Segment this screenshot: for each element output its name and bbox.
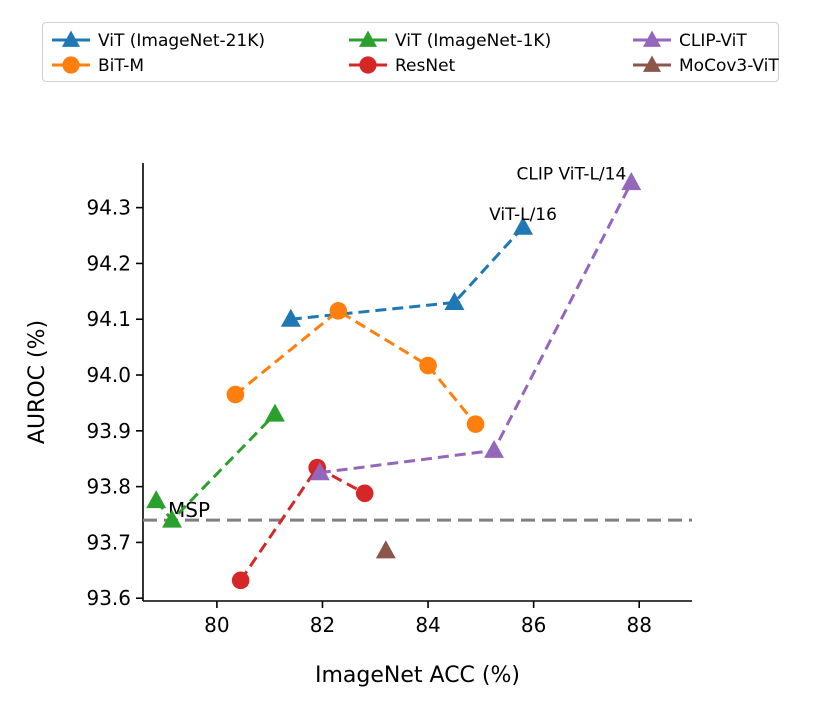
data-point	[231, 571, 250, 590]
annotation: ViT-L/16	[489, 205, 557, 225]
data-point	[355, 484, 374, 503]
x-tick-label: 84	[415, 613, 440, 637]
data-point	[419, 356, 437, 375]
y-tick-label: 94.3	[86, 196, 131, 220]
legend-marker	[358, 30, 378, 47]
series-line	[290, 226, 525, 321]
data-point	[264, 403, 285, 422]
x-tick-label: 80	[204, 613, 229, 637]
y-tick-label: 94.2	[86, 251, 131, 275]
data-point	[280, 308, 301, 327]
data-point	[484, 439, 505, 458]
x-tick-label: 86	[521, 613, 546, 637]
annotation: CLIP ViT-L/14	[517, 165, 627, 185]
data-point	[466, 415, 485, 433]
legend-frame	[42, 22, 779, 82]
data-point	[162, 509, 183, 528]
legend-label: ResNet	[395, 56, 456, 76]
legend-label: ViT (ImageNet-1K)	[395, 31, 551, 51]
legend-marker	[62, 56, 80, 74]
x-axis-label: ImageNet ACC (%)	[315, 663, 520, 688]
y-tick-label: 94.0	[86, 363, 131, 387]
series-line	[239, 465, 366, 582]
data-point	[309, 462, 330, 481]
data-point	[621, 172, 642, 191]
y-tick-label: 93.9	[86, 419, 131, 443]
legend-marker	[642, 55, 662, 72]
legend-label: ViT (ImageNet-21K)	[98, 31, 265, 51]
x-tick-label: 88	[626, 613, 651, 637]
legend-marker	[359, 56, 377, 74]
legend-marker	[642, 30, 662, 47]
y-tick-label: 94.1	[86, 307, 131, 331]
data-point	[444, 291, 465, 311]
y-tick-label: 93.8	[86, 475, 131, 499]
legend-label: MoCov3-ViT	[679, 56, 779, 76]
data-point	[146, 490, 167, 509]
x-tick-label: 82	[310, 613, 335, 637]
data-point	[513, 216, 534, 235]
series-line	[234, 309, 477, 426]
legend-label: BiT-M	[98, 56, 144, 76]
y-tick-label: 93.7	[86, 530, 131, 554]
data-point	[375, 540, 396, 559]
y-tick-label: 93.6	[86, 586, 131, 610]
y-axis-label: AUROC (%)	[25, 320, 50, 444]
data-point	[329, 302, 348, 320]
data-point	[226, 385, 245, 404]
legend-marker	[61, 30, 81, 47]
legend-label: CLIP-ViT	[679, 31, 747, 51]
